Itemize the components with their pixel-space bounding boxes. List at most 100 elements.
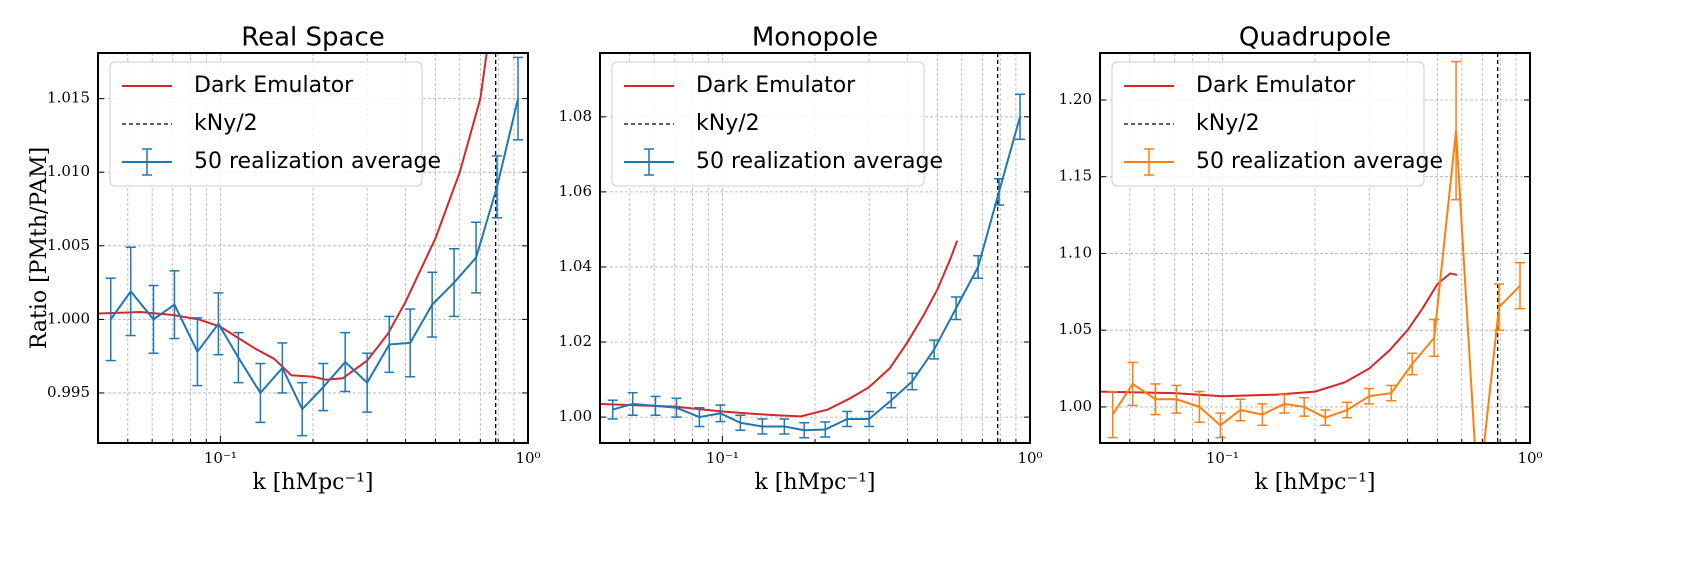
error-bar xyxy=(907,372,918,391)
chart-title: Quadrupole xyxy=(1239,23,1391,53)
error-bar xyxy=(715,404,726,423)
plot-area xyxy=(600,53,1026,443)
legend-label: 50 realization average xyxy=(194,149,441,174)
error-bar xyxy=(148,284,159,354)
axes-frame xyxy=(1099,52,1531,444)
legend-box xyxy=(1111,61,1425,187)
error-bar xyxy=(650,395,661,416)
x-tick-label: 10⁰ xyxy=(1517,449,1542,467)
y-tick-label: 1.00 xyxy=(559,407,592,425)
error-bar xyxy=(471,221,482,294)
x-tick-label: 10⁻¹ xyxy=(204,449,237,467)
series-line xyxy=(612,116,1021,432)
x-tick-label: 10⁰ xyxy=(1017,449,1042,467)
legend-label: Dark Emulator xyxy=(194,73,354,98)
legend-label: 50 realization average xyxy=(696,149,943,174)
error-bar xyxy=(994,177,1005,206)
y-axis-label: Ratio [PMth/PAM] xyxy=(27,147,52,349)
y-tick-label: 0.995 xyxy=(47,383,90,401)
error-bar xyxy=(449,247,460,318)
error-bar xyxy=(1127,361,1138,407)
error-bar xyxy=(842,410,853,428)
legend-label: Dark Emulator xyxy=(696,73,856,98)
plot-area xyxy=(98,53,524,443)
error-bar xyxy=(757,418,768,435)
error-bar xyxy=(1194,390,1205,424)
error-bar xyxy=(1299,396,1310,417)
y-tick-label: 1.06 xyxy=(559,182,592,200)
error-bar xyxy=(362,352,373,413)
error-bar xyxy=(1515,261,1526,310)
error-bar xyxy=(255,362,266,424)
error-bar xyxy=(492,155,503,219)
series-line xyxy=(109,98,519,411)
error-bar xyxy=(513,56,524,141)
error-bar xyxy=(1473,453,1483,545)
axes-frame xyxy=(599,52,1031,444)
error-bar xyxy=(427,271,438,338)
error-bar xyxy=(318,362,329,412)
error-bar xyxy=(864,410,875,428)
error-bar xyxy=(405,308,416,378)
error-bar xyxy=(1279,393,1290,414)
error-bar xyxy=(1386,384,1397,402)
legend-label: kNy/2 xyxy=(1196,111,1260,136)
chart-title: Real Space xyxy=(241,23,385,53)
x-tick-label: 10⁰ xyxy=(515,449,540,467)
error-bar xyxy=(973,254,984,279)
error-bar xyxy=(1429,318,1440,358)
error-bar xyxy=(799,421,810,439)
error-bar xyxy=(1451,60,1462,201)
error-bar xyxy=(213,292,224,356)
error-bar xyxy=(1235,398,1246,422)
error-bar xyxy=(694,406,705,428)
error-bar xyxy=(607,399,618,420)
y-tick-label: 1.15 xyxy=(1059,167,1092,185)
error-bar xyxy=(929,339,940,360)
series-line xyxy=(600,240,959,418)
error-bar xyxy=(105,277,116,362)
y-tick-label: 1.015 xyxy=(47,89,90,107)
error-bar xyxy=(384,315,395,374)
legend-box xyxy=(109,61,423,187)
chart-title: Monopole xyxy=(752,23,878,53)
error-bar xyxy=(1015,93,1026,141)
error-bar xyxy=(297,381,308,437)
x-axis-label: k [hMpc⁻¹] xyxy=(1254,470,1375,495)
error-bar xyxy=(1257,403,1268,427)
legend-label: kNy/2 xyxy=(696,111,760,136)
y-tick-label: 1.08 xyxy=(559,107,592,125)
panel: 0.995 1.000 1.005 1.010 1.015 10⁻¹ 10⁰ Real Spa… xyxy=(27,23,541,496)
x-axis-label: k [hMpc⁻¹] xyxy=(252,470,373,495)
series-line xyxy=(1100,272,1458,398)
axes-frame xyxy=(97,52,529,444)
error-bar xyxy=(1320,409,1331,427)
error-bar xyxy=(951,296,962,321)
error-bar xyxy=(1494,283,1505,331)
panel: 1.00 1.05 1.10 1.15 1.20 10⁻¹ 10⁰ Quadrupole k [… xyxy=(1059,23,1543,545)
error-bar xyxy=(1150,383,1161,416)
error-bar xyxy=(1407,352,1418,376)
series-line xyxy=(98,53,488,381)
error-bar xyxy=(1364,387,1375,405)
x-tick-label: 10⁻¹ xyxy=(1206,449,1239,467)
error-bar xyxy=(125,246,136,337)
y-tick-label: 1.04 xyxy=(559,257,592,275)
error-bar xyxy=(779,418,790,435)
error-bar xyxy=(277,342,288,394)
plot-area xyxy=(1100,53,1526,545)
error-bar xyxy=(340,331,351,393)
y-tick-label: 1.005 xyxy=(47,236,90,254)
x-axis-label: k [hMpc⁻¹] xyxy=(754,470,875,495)
error-bar xyxy=(627,391,638,416)
x-tick-label: 10⁻¹ xyxy=(706,449,739,467)
y-tick-label: 1.05 xyxy=(1059,320,1092,338)
error-bar xyxy=(1215,412,1226,439)
y-tick-label: 1.10 xyxy=(1059,243,1092,261)
error-bar xyxy=(169,270,180,340)
legend-label: 50 realization average xyxy=(1196,149,1443,174)
error-bar xyxy=(886,391,897,409)
error-bar xyxy=(233,331,244,384)
y-tick-label: 1.02 xyxy=(559,332,592,350)
